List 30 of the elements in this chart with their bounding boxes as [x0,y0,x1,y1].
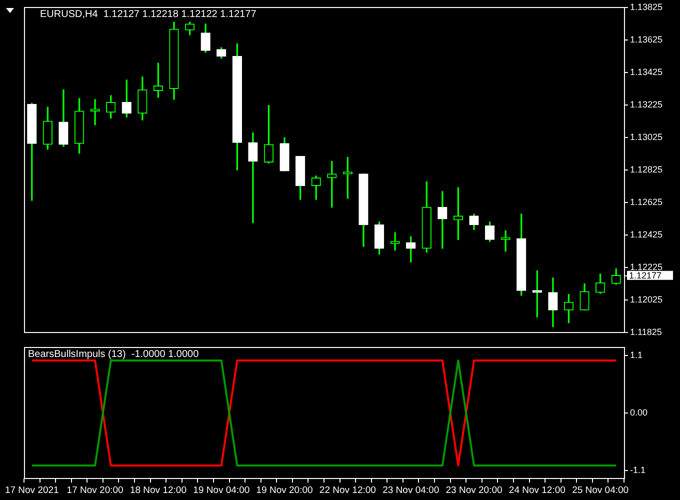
y-tick-label: 1.13025 [630,132,663,142]
chart-title: EURUSD,H4 1.12127 1.12218 1.12122 1.12177 [40,9,257,20]
y-tick-label: -1.1 [630,465,646,476]
y-tick-label: 1.12425 [630,230,663,240]
x-tick-label: 17 Nov 2021 [4,484,59,496]
y-tick-label: 1.12825 [630,164,663,174]
candlestick [248,132,258,224]
y-tick-label: 1.13625 [630,34,663,44]
y-tick-label: 1.13825 [630,2,663,12]
x-tick-label: 22 Nov 12:00 [319,484,376,496]
x-tick-label: 23 Nov 04:00 [382,484,440,496]
y-tick-label: 1.13425 [630,66,663,77]
x-tick-label: 19 Nov 04:00 [193,484,250,496]
x-tick-label: 24 Nov 12:00 [508,484,566,496]
x-tick-label: 17 Nov 20:00 [66,484,124,496]
candlestick [390,232,400,251]
x-tick-label: 23 Nov 20:00 [446,484,502,496]
chart-title: BearsBullsImpuls (13) -1.0000 1.0000 [28,349,200,360]
ref-line-label: 1.12177 [629,270,662,280]
y-tick-label: 1.12225 [630,262,663,272]
y-tick-label: 1.1 [630,350,643,360]
y-tick-label: 1.11825 [630,327,662,338]
y-tick-label: 1.12025 [630,294,663,305]
x-tick-label: 25 Nov 04:00 [572,484,629,496]
y-tick-label: 1.12625 [630,197,663,208]
x-tick-label: 18 Nov 12:00 [130,484,186,496]
candlestick [438,191,448,249]
y-tick-label: 1.13225 [630,99,663,110]
y-tick-label: 0.00 [630,407,648,418]
x-tick-label: 19 Nov 20:00 [256,484,313,496]
